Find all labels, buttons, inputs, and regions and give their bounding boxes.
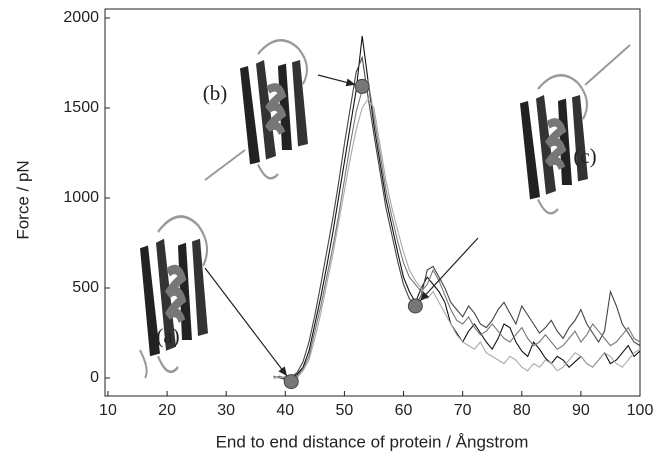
annotation-label: (b) bbox=[203, 81, 228, 105]
point-marker bbox=[283, 374, 299, 390]
y-tick-label: 1500 bbox=[63, 99, 99, 116]
arrow-head bbox=[420, 291, 430, 301]
x-tick-label: 20 bbox=[158, 402, 176, 419]
protein-tail bbox=[584, 44, 631, 86]
x-tick-label: 70 bbox=[454, 402, 472, 419]
arrow-head bbox=[278, 366, 287, 377]
annotation-label: (a) bbox=[156, 324, 179, 348]
annotation-arrow bbox=[204, 267, 288, 377]
y-axis-title: Force / pN bbox=[13, 160, 32, 239]
point-marker bbox=[407, 298, 423, 314]
series-line bbox=[273, 55, 641, 380]
x-tick-label: 100 bbox=[627, 402, 654, 419]
y-tick-label: 2000 bbox=[63, 9, 99, 26]
y-tick-label: 1000 bbox=[63, 189, 99, 206]
y-tick-label: 500 bbox=[72, 279, 99, 296]
plot-frame bbox=[104, 8, 641, 397]
x-axis-title: End to end distance of protein / Ångstro… bbox=[216, 432, 529, 451]
series-line bbox=[273, 97, 641, 379]
x-tick-label: 30 bbox=[217, 402, 235, 419]
series-line bbox=[273, 79, 641, 380]
series-line bbox=[273, 35, 641, 381]
y-tick-label: 0 bbox=[90, 369, 99, 386]
protein-tail bbox=[139, 349, 148, 379]
protein-b bbox=[240, 40, 308, 178]
x-tick-label: 40 bbox=[276, 402, 294, 419]
point-marker bbox=[354, 78, 370, 94]
x-tick-label: 50 bbox=[336, 402, 354, 419]
arrow-head bbox=[345, 78, 356, 87]
annotation-label: (c) bbox=[573, 144, 596, 168]
protein-a bbox=[140, 217, 208, 372]
x-tick-label: 60 bbox=[395, 402, 413, 419]
protein-tail bbox=[204, 149, 246, 181]
x-tick-label: 90 bbox=[572, 402, 590, 419]
x-tick-label: 10 bbox=[99, 402, 117, 419]
x-tick-label: 80 bbox=[513, 402, 531, 419]
annotation-arrow bbox=[419, 237, 479, 302]
